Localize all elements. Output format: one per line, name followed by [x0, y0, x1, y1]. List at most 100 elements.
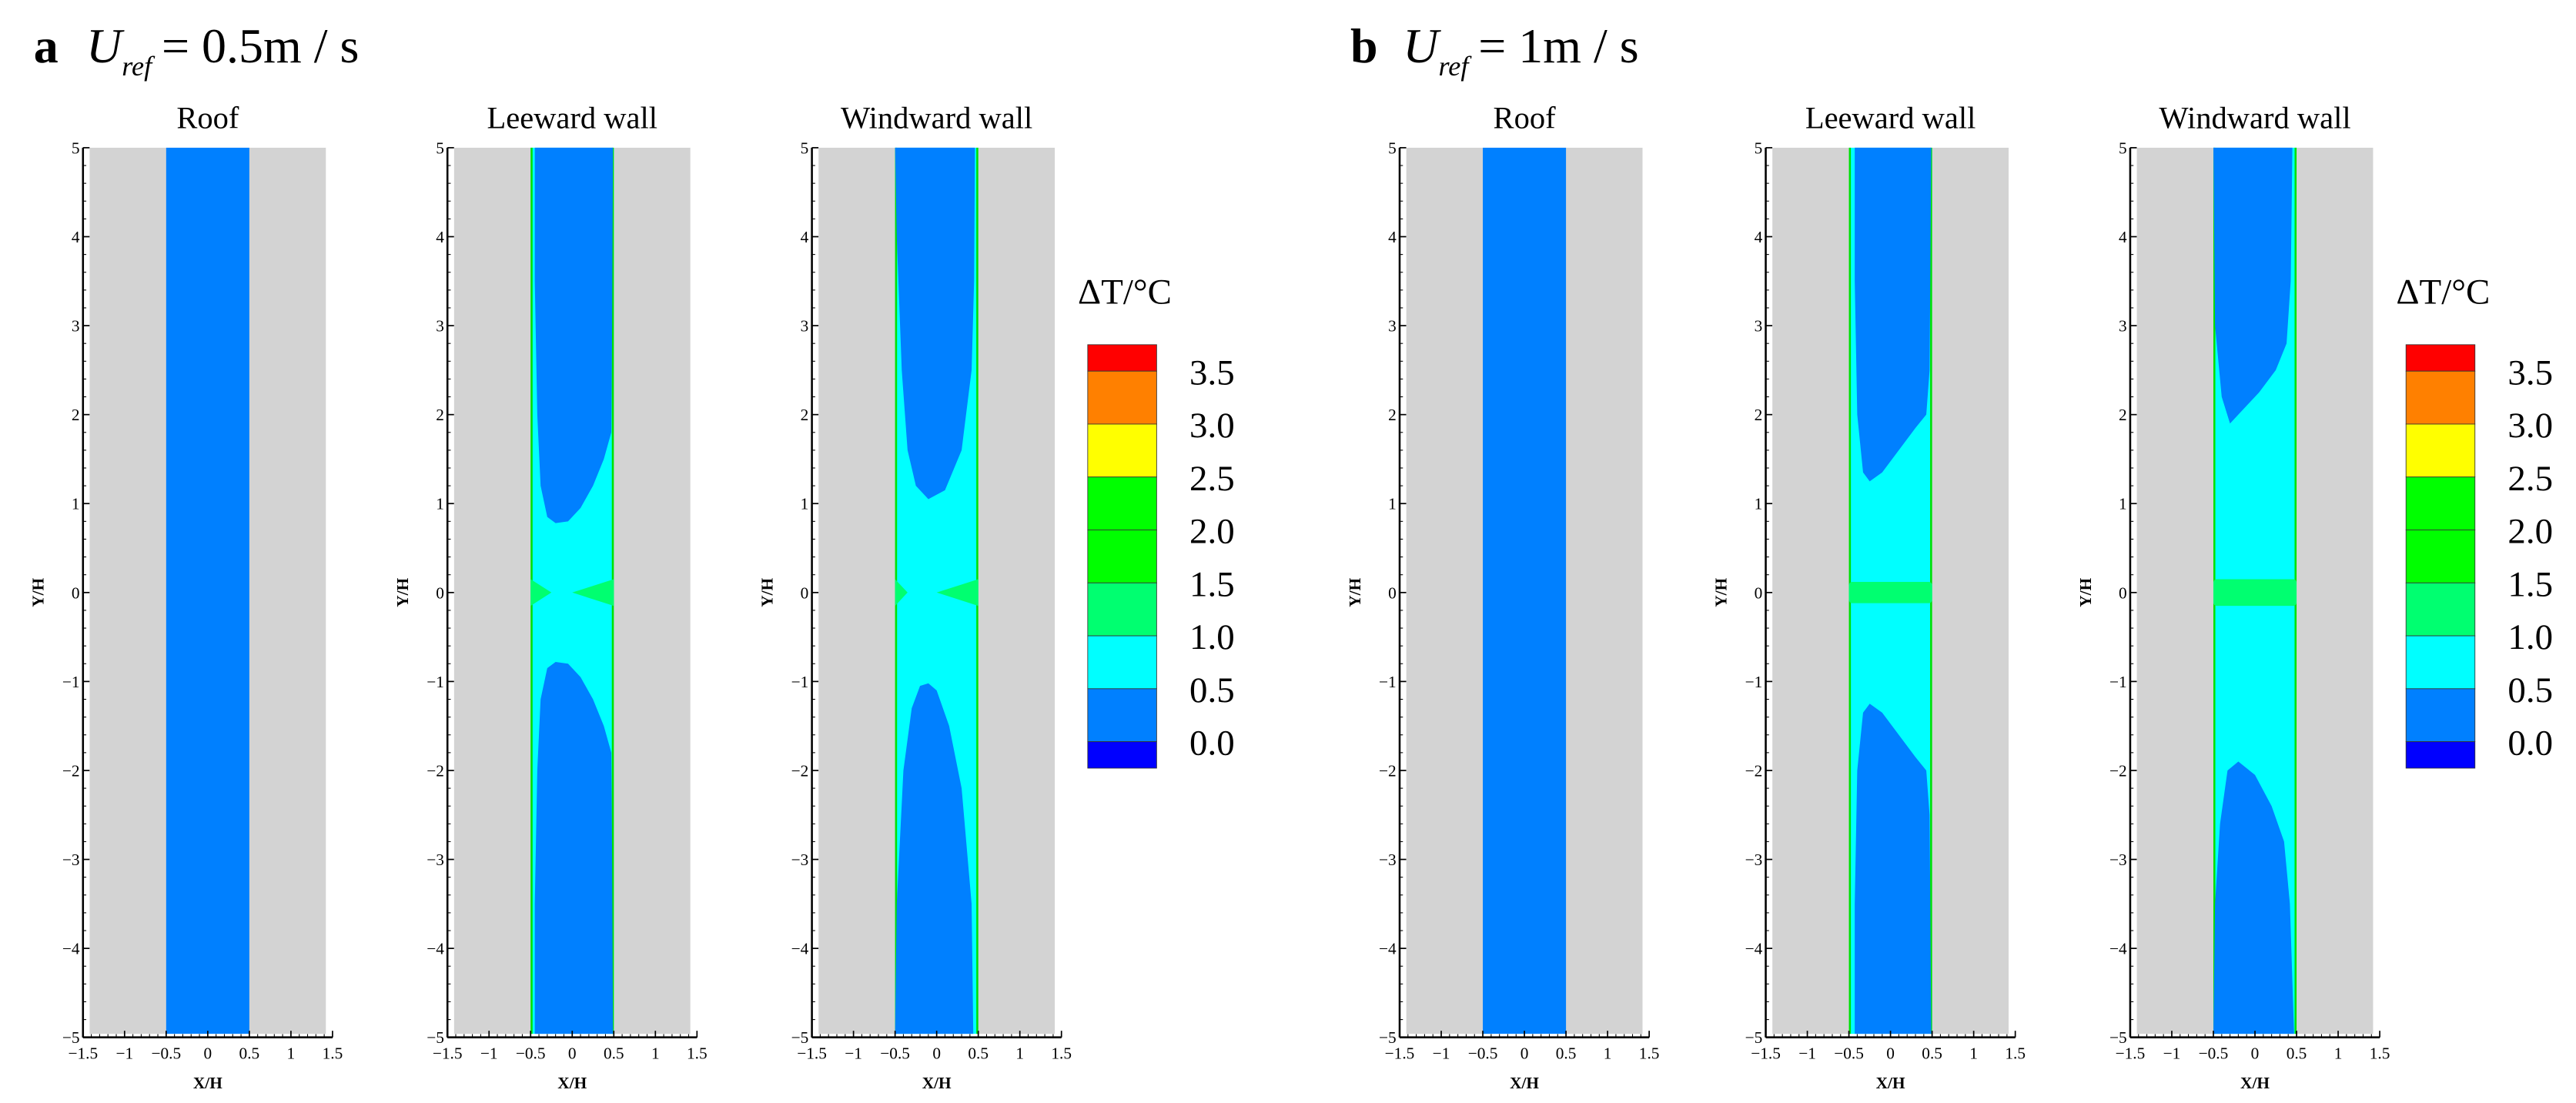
contour-upper-low: [2213, 147, 2293, 424]
x-tick-label: −0.5: [1834, 1044, 1864, 1062]
colorbar: ΔT/°C 3.5 3.0 2.5 2.0 1.5 1.0 0.5 0.0: [1078, 272, 1235, 769]
y-tick-label: −3: [2109, 851, 2127, 869]
colorbar-swatch: [1087, 741, 1157, 769]
x-tick-label: −1: [845, 1044, 862, 1062]
y-tick-label: 5: [2119, 139, 2127, 157]
y-tick-label: 2: [436, 406, 444, 424]
y-tick-label: 3: [1388, 317, 1397, 336]
y-tick-label: 3: [801, 317, 809, 336]
x-tick-label: −1: [1798, 1044, 1816, 1062]
y-tick-label: −2: [1379, 761, 1397, 780]
colorbar-title: ΔT/°C: [2396, 272, 2490, 313]
y-tick-label: 0: [72, 583, 80, 602]
contour-plot-windward-wall: Windward wall −5 −4 −3 −2 −1 0 1 2 3 4 5 −1.5 −1 −0.5 0…: [758, 100, 1072, 1091]
y-tick-label: −4: [427, 940, 444, 958]
x-tick-label: 1.5: [2370, 1044, 2390, 1062]
colorbar-label: 3.5: [2507, 353, 2553, 393]
y-tick-label: −5: [62, 1028, 80, 1047]
y-tick-label: −2: [791, 761, 809, 780]
y-tick-label: 5: [1755, 139, 1763, 157]
colorbar-swatch: [2405, 688, 2476, 743]
y-tick-label: −1: [791, 673, 809, 691]
colorbar-swatch: [2405, 741, 2476, 769]
y-tick-label: −1: [1379, 673, 1397, 691]
u-value: = 1m / s: [1478, 18, 1638, 73]
colorbar-swatch: [2405, 530, 2476, 583]
colorbar-swatch: [1087, 476, 1157, 530]
y-tick-label: −3: [1745, 851, 1763, 869]
y-tick-label: 0: [1755, 583, 1763, 602]
plot-title: Roof: [1494, 100, 1557, 135]
y-tick-label: −3: [791, 851, 809, 869]
y-tick-label: 5: [801, 139, 809, 157]
colorbar-label: 0.5: [2507, 670, 2553, 710]
contour-upper-low: [534, 147, 614, 523]
y-tick-label: −1: [62, 673, 80, 691]
y-tick-label: −4: [1379, 940, 1397, 958]
surface-strip: [1483, 147, 1567, 1034]
x-tick-label: 1.5: [2005, 1044, 2026, 1062]
colorbar-label: 2.5: [2507, 459, 2553, 499]
y-tick-label: 2: [1388, 406, 1397, 424]
y-tick-label: −3: [62, 851, 80, 869]
x-tick-label: −1.5: [1385, 1044, 1415, 1062]
x-tick-label: −1: [480, 1044, 498, 1062]
contour-upper-low: [1855, 147, 1932, 482]
plot-title: Leeward wall: [1805, 100, 1976, 135]
y-tick-label: −2: [427, 761, 444, 780]
y-tick-label: 1: [1388, 495, 1397, 513]
colorbar-swatch: [2405, 344, 2476, 372]
colorbar-swatch: [2405, 635, 2476, 690]
u-value: = 0.5m / s: [162, 18, 359, 73]
x-tick-label: 0: [932, 1044, 941, 1062]
colorbar-label: 1.0: [1189, 617, 1235, 657]
y-tick-label: −5: [427, 1028, 444, 1047]
x-axis-label: X/H: [1876, 1074, 1905, 1092]
y-tick-label: 3: [1755, 317, 1763, 336]
plot-title: Leeward wall: [487, 100, 657, 135]
y-tick-label: −1: [1745, 673, 1763, 691]
y-tick-label: 1: [1755, 495, 1763, 513]
panel-condition: Uref = 0.5m / s: [86, 18, 359, 82]
x-tick-label: 0.5: [1922, 1044, 1942, 1062]
contour-wedge-left: [530, 579, 552, 607]
x-tick-label: 0.5: [2287, 1044, 2307, 1062]
x-tick-label: −1.5: [433, 1044, 463, 1062]
contour-lower-low: [2213, 761, 2294, 1034]
contour-band: [1848, 581, 1932, 603]
u-subscript: ref: [1438, 51, 1472, 82]
y-tick-label: −1: [2109, 673, 2127, 691]
colorbar-label: 0.5: [1189, 670, 1235, 710]
panel-a: a Uref = 0.5m / sRoof−5−4−3−2−1012345−1.5−…: [29, 18, 1235, 1092]
x-tick-label: −0.5: [1468, 1044, 1498, 1062]
contour-plot-windward-wall: Windward wall −5 −4 −3 −2 −1 0 1 2 3 4 5 −1.5 −1 −0.5 0…: [2076, 100, 2390, 1091]
contour-lower-low: [1855, 704, 1932, 1034]
y-tick-label: 3: [72, 317, 80, 336]
colorbar-swatch: [2405, 423, 2476, 478]
y-axis-label: Y/H: [1711, 577, 1730, 607]
y-tick-label: −3: [427, 851, 444, 869]
colorbar-swatch: [1087, 582, 1157, 637]
y-tick-label: 3: [2119, 317, 2127, 336]
x-tick-label: −1.5: [2116, 1044, 2146, 1062]
colorbar-swatch: [1087, 423, 1157, 478]
x-tick-label: 0.5: [239, 1044, 260, 1062]
x-axis-label: X/H: [2240, 1074, 2270, 1092]
panel-condition: Uref = 1m / s: [1403, 18, 1638, 82]
x-tick-label: 0: [204, 1044, 212, 1062]
colorbar-swatch: [2405, 370, 2476, 425]
y-tick-label: −4: [791, 940, 809, 958]
x-tick-label: 1.5: [687, 1044, 708, 1062]
y-tick-label: −3: [1379, 851, 1397, 869]
x-axis-label: X/H: [1510, 1074, 1539, 1092]
y-tick-label: −2: [62, 761, 80, 780]
x-axis-label: X/H: [922, 1074, 952, 1092]
contour-upper-low: [895, 147, 975, 500]
x-tick-label: 1: [651, 1044, 660, 1062]
x-tick-label: 1: [1604, 1044, 1612, 1062]
y-tick-label: −4: [2109, 940, 2127, 958]
panel-letter: a: [34, 18, 59, 73]
y-tick-label: 4: [1755, 228, 1763, 246]
x-axis-label: X/H: [193, 1074, 222, 1092]
